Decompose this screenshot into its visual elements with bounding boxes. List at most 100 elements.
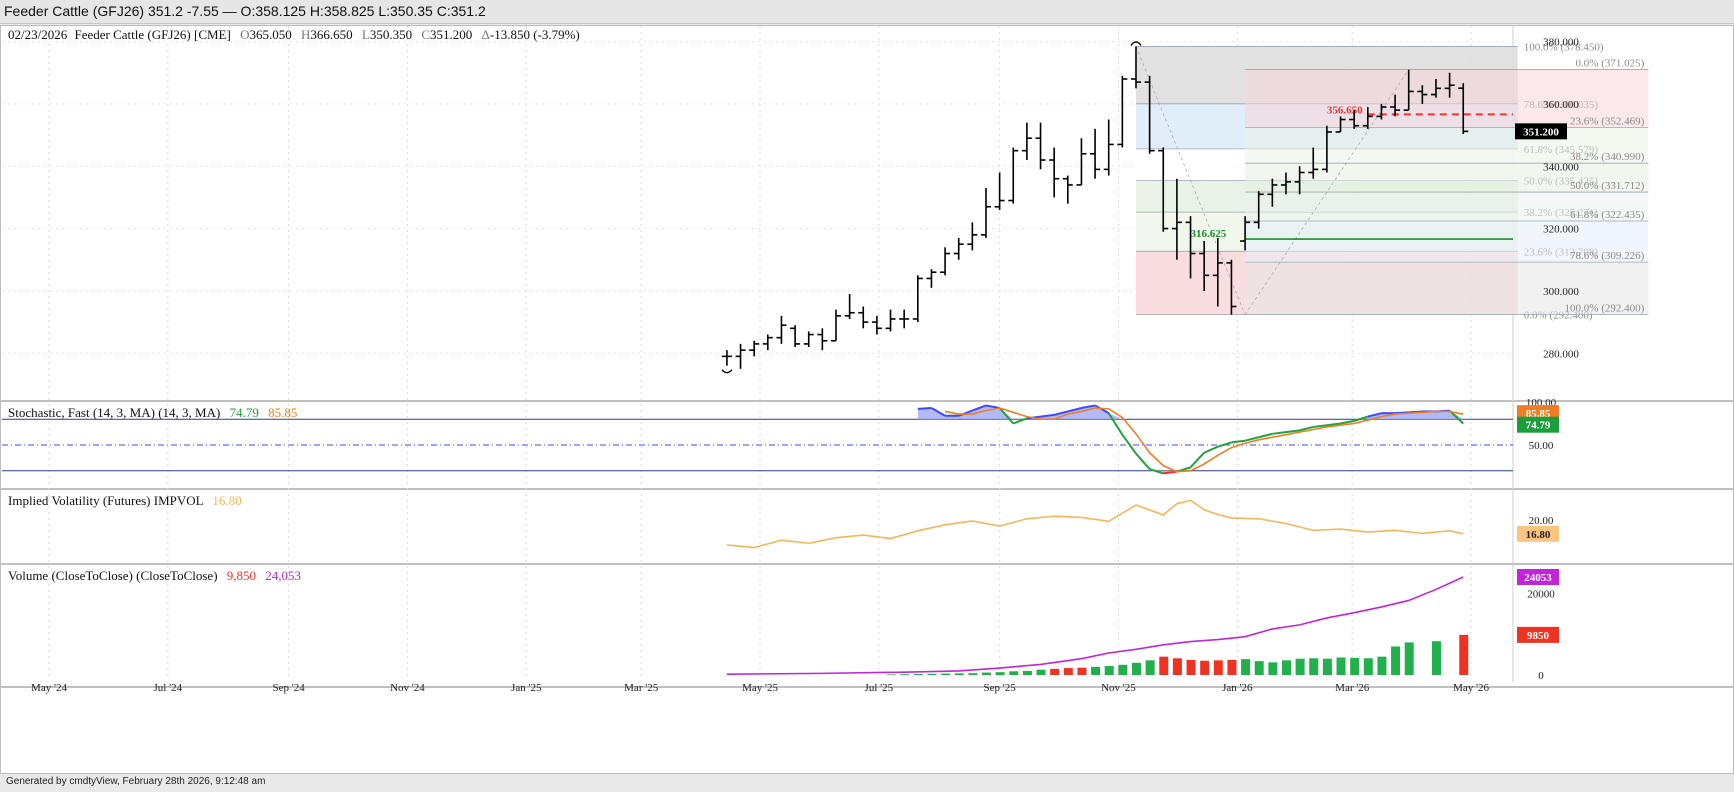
volume-bar: [1022, 670, 1032, 675]
stoch-d-line: [944, 407, 1464, 473]
price-bar: [830, 309, 841, 342]
price-bar: [899, 309, 910, 329]
volume-bar: [1077, 667, 1087, 675]
x-tick-label: May '26: [1453, 682, 1489, 694]
stoch-k-segment: [1053, 410, 1069, 416]
fib-up-zone: [1245, 192, 1649, 221]
volume-bar: [1227, 659, 1237, 675]
price-bar: [980, 188, 991, 238]
stoch-d-badge: [1517, 405, 1559, 421]
chart-frame[interactable]: 100.0% (378.450)78.6% (360.035)61.8% (34…: [0, 25, 1734, 774]
stoch-k-segment: [1040, 413, 1055, 418]
stoch-k-value: 74.79: [230, 405, 259, 420]
window-title: Feeder Cattle (GFJ26) 351.2 -7.55 — O:35…: [0, 0, 1734, 24]
fib-up-trend-line: [1244, 69, 1410, 315]
fib-up-level-label: 78.6% (309.226): [1570, 250, 1645, 262]
price-bar: [1117, 75, 1128, 148]
swing-low-marker: [721, 369, 733, 374]
volume-bar: [900, 674, 910, 675]
stoch-k-segment: [1163, 470, 1178, 475]
volume-bar: [1063, 668, 1073, 675]
stoch-k-segment: [1353, 415, 1369, 422]
fib-up-level-label: 23.6% (352.469): [1570, 115, 1645, 127]
impvol-badge: [1517, 525, 1559, 542]
price-bar: [871, 315, 882, 335]
stoch-k-segment: [1272, 431, 1287, 435]
volume-bar: [1213, 660, 1223, 675]
price-y-tick-label: 320.000: [1543, 224, 1579, 236]
price-bar: [1253, 191, 1264, 229]
stoch-k-segment: [1231, 439, 1246, 444]
price-bar: [940, 247, 951, 276]
price-bar: [1144, 75, 1155, 154]
price-bar: [858, 306, 869, 329]
last-price-badge: [1515, 123, 1567, 140]
price-bar: [1008, 147, 1019, 204]
price-y-tick-label: 360.000: [1543, 99, 1579, 111]
fib-up-zone: [1245, 163, 1649, 193]
volume-bar: [1322, 658, 1332, 675]
price-bars-layer: [721, 41, 1469, 374]
fib-down-level-label: 100.0% (378.450): [1524, 41, 1604, 53]
fib-up-zone: [1245, 262, 1649, 315]
price-bar: [1458, 83, 1469, 134]
volume-y-tick-label: 0: [1538, 670, 1544, 682]
stochastic-pane-header: Stochastic, Fast (14, 3, MA) (14, 3, MA)…: [8, 405, 297, 420]
axes-layer: May '24 Jul '24 Sep '24 Nov '24 Jan '25 Mar '…: [31, 37, 1579, 694]
stoch-k-segment: [958, 409, 973, 417]
stoch-k-segment: [985, 404, 1000, 410]
stoch-k-segment: [1094, 404, 1110, 415]
stoch-k-segment: [1067, 407, 1082, 413]
price-bar: [1103, 119, 1114, 176]
price-bar: [844, 294, 855, 319]
price-bar: [1021, 122, 1032, 161]
price-bar: [1444, 72, 1455, 98]
stoch-k-segment: [1135, 452, 1151, 470]
support-label: 316.625: [1191, 228, 1227, 240]
price-bar: [1349, 110, 1360, 129]
stoch-k-segment: [1408, 410, 1423, 414]
volume-line-badge-text: 24053: [1524, 572, 1552, 584]
x-tick-label: Jul '24: [154, 682, 183, 694]
volume-bar: [1186, 659, 1196, 675]
stoch-k-segment: [1258, 432, 1273, 439]
price-bar: [1403, 69, 1414, 111]
volume-bar: [1050, 668, 1060, 675]
volume-bar: [1241, 659, 1251, 675]
price-bar: [1035, 122, 1046, 170]
chart-svg[interactable]: 100.0% (378.450)78.6% (360.035)61.8% (34…: [1, 26, 1733, 773]
stoch-k-segment: [998, 407, 1015, 425]
price-bar: [790, 325, 801, 348]
volume-bar: [1118, 664, 1128, 675]
price-bar: [1199, 241, 1210, 291]
price-bar: [803, 331, 814, 348]
price-bar: [1158, 147, 1169, 232]
x-tick-label: Mar '26: [1335, 682, 1370, 694]
volume-bar: [1145, 660, 1155, 675]
price-bar: [1417, 85, 1428, 104]
price-bar: [1321, 125, 1332, 173]
volume-bar: [1336, 657, 1346, 675]
impvol-y-tick-label: 20.00: [1529, 515, 1554, 527]
volume-bar: [1363, 658, 1373, 675]
volume-bar: [927, 673, 937, 675]
volume-bar: [941, 673, 951, 675]
x-tick-label: Nov '25: [1101, 682, 1136, 694]
price-bar: [1090, 128, 1101, 179]
stoch-k-segment: [1217, 441, 1232, 448]
stochastic-layer: [2, 404, 1513, 475]
x-tick-label: Mar '25: [624, 682, 659, 694]
stoch-k-segment: [1367, 412, 1382, 418]
volume-bar: [995, 672, 1005, 675]
volume-line-value: 24,053: [265, 568, 301, 583]
price-y-tick-label: 380.000: [1543, 37, 1579, 49]
stoch-k-segment: [930, 407, 946, 417]
price-y-tick-label: 300.000: [1543, 286, 1579, 298]
price-bar: [1212, 237, 1223, 307]
price-bar: [967, 222, 978, 251]
price-bar: [1294, 166, 1305, 195]
price-bar: [1362, 107, 1373, 129]
volume-bar: [1091, 666, 1101, 675]
volume-bar: [954, 673, 964, 675]
volume-bar: [1200, 660, 1210, 675]
